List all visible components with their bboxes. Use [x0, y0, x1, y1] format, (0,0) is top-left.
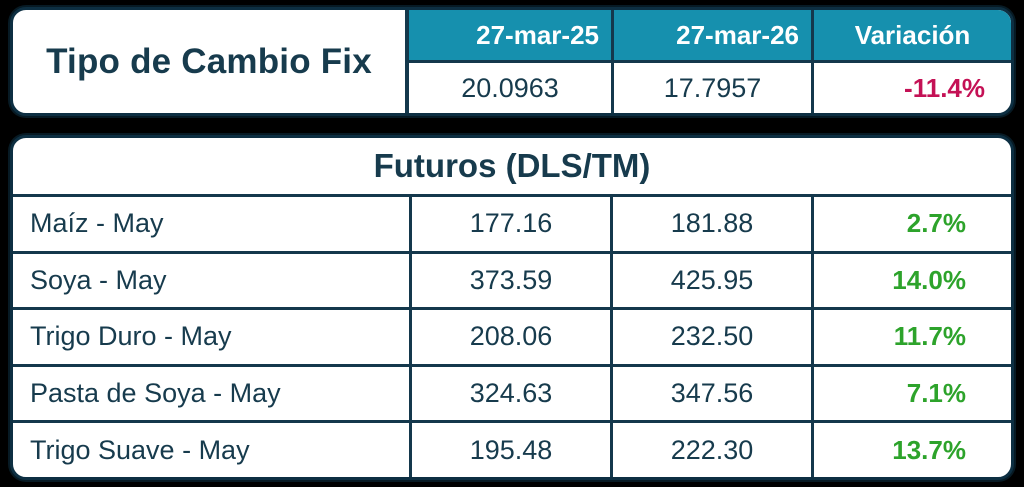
- fix-exchange-table: Tipo de Cambio Fix 27-mar-25 27-mar-26 V…: [10, 7, 1014, 116]
- fix-table-title: Tipo de Cambio Fix: [13, 10, 409, 113]
- fix-header-date-2: 27-mar-26: [611, 10, 811, 63]
- futures-row-value-2: 222.30: [613, 420, 814, 477]
- futures-row-value-1: 177.16: [412, 194, 613, 251]
- futures-row-value-1: 373.59: [412, 250, 613, 308]
- futures-row-value-2: 347.56: [613, 363, 814, 421]
- futures-row-label: Maíz - May: [13, 194, 412, 251]
- futures-row-variation: 13.7%: [814, 420, 1011, 477]
- futures-row-label: Pasta de Soya - May: [13, 363, 412, 421]
- fix-value-date-1: 20.0963: [461, 72, 559, 103]
- fix-value-date-2: 17.7957: [611, 63, 811, 113]
- futures-row-value-2: 232.50: [613, 307, 814, 364]
- futures-row-label: Trigo Duro - May: [13, 307, 412, 364]
- futures-row-variation: 14.0%: [814, 250, 1011, 308]
- fix-header-date-1: 27-mar-25: [409, 10, 611, 63]
- fix-header-variation: Variación: [811, 10, 1011, 63]
- futures-row-label: Trigo Suave - May: [13, 420, 412, 477]
- fix-variation-value: -11.4%: [811, 63, 1011, 113]
- futures-row-variation: 2.7%: [814, 194, 1011, 251]
- futures-row-variation: 11.7%: [814, 307, 1011, 364]
- futures-row-value-2: 425.95: [613, 250, 814, 308]
- futures-row-variation: 7.1%: [814, 363, 1011, 421]
- futures-table-title: Futuros (DLS/TM): [373, 147, 651, 184]
- futures-row-value-1: 324.63: [412, 363, 613, 421]
- futures-row-label: Soya - May: [13, 250, 412, 308]
- futures-row-value-1: 208.06: [412, 307, 613, 364]
- futures-table: Futuros (DLS/TM) Maíz - May 177.16 181.8…: [10, 135, 1014, 480]
- futures-row-value-1: 195.48: [412, 420, 613, 477]
- futures-row-value-2: 181.88: [613, 194, 814, 251]
